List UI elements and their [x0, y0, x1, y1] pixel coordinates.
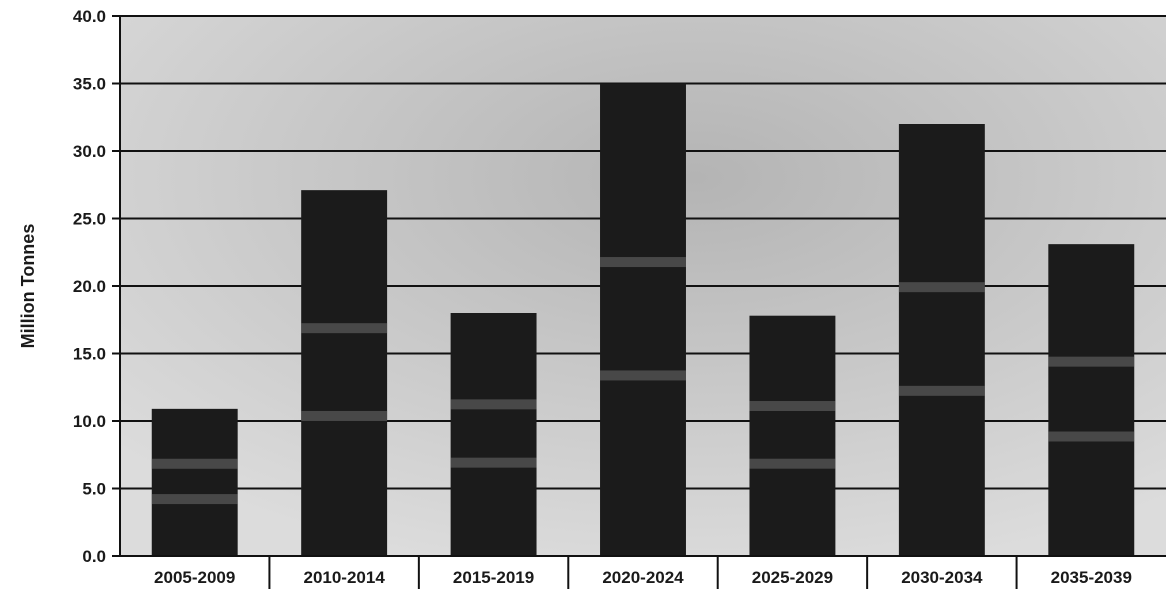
bar-texture-band [450, 457, 537, 468]
bar [1048, 244, 1135, 556]
bar-texture-band [749, 458, 836, 469]
bar [301, 190, 388, 556]
y-tick-label: 35.0 [73, 75, 106, 94]
y-tick-label: 0.0 [82, 547, 106, 566]
bar [749, 315, 836, 556]
bar-texture-band [600, 370, 686, 381]
bar-texture-band [1048, 431, 1135, 442]
bar-texture-band [600, 257, 686, 268]
bar-texture-band [898, 385, 985, 396]
y-tick-label: 20.0 [73, 277, 106, 296]
bar-texture-band [151, 494, 238, 505]
x-tick-labels: 2005-2009 2010-2014 2015-2019 2020-2024 2025… [154, 556, 1132, 589]
y-tick-label: 10.0 [73, 412, 106, 431]
bar [450, 313, 537, 556]
bar-texture-band [301, 410, 388, 421]
bars [151, 83, 1135, 556]
x-tick-label: 2035-2039 [1051, 568, 1132, 587]
x-tick-label: 2005-2009 [154, 568, 235, 587]
bar-texture-band [898, 282, 985, 293]
y-tick-label: 5.0 [82, 480, 106, 499]
x-tick-label: 2025-2029 [752, 568, 833, 587]
x-tick-label: 2020-2024 [602, 568, 684, 587]
bar-texture-band [450, 399, 537, 410]
y-tick-label: 15.0 [73, 345, 106, 364]
bar-texture-band [301, 323, 388, 334]
y-axis-title: Million Tonnes [18, 224, 38, 349]
bar-texture-band [1048, 356, 1135, 367]
y-tick-label: 30.0 [73, 142, 106, 161]
x-tick-label: 2015-2019 [453, 568, 534, 587]
bar-texture-band [749, 401, 836, 412]
bar-texture-band [151, 458, 238, 469]
x-tick-label: 2010-2014 [303, 568, 385, 587]
y-tick-label: 40.0 [73, 7, 106, 26]
bar [151, 408, 238, 556]
x-tick-label: 2030-2034 [901, 568, 983, 587]
axes [119, 16, 1166, 557]
y-tick-label: 25.0 [73, 210, 106, 229]
bar [600, 83, 686, 556]
y-tick-labels: 0.0 5.0 10.0 15.0 20.0 25.0 30.0 35.0 40.0 [73, 7, 106, 566]
bar [898, 124, 985, 556]
